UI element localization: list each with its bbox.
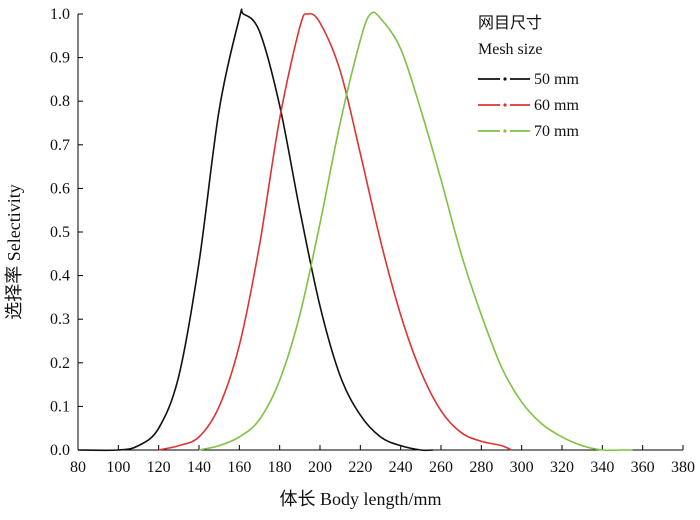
legend-marker xyxy=(503,103,507,107)
x-axis-title: 体长 Body length/mm xyxy=(280,489,442,509)
y-tick-label: 0.3 xyxy=(50,311,70,328)
x-tick-label: 380 xyxy=(671,459,695,476)
legend-title-en: Mesh size xyxy=(478,41,542,58)
x-tick-label: 260 xyxy=(429,459,453,476)
legend-label: 70 mm xyxy=(534,123,579,140)
y-tick-label: 0.6 xyxy=(50,180,70,197)
x-tick-label: 240 xyxy=(389,459,413,476)
y-tick-label: 0.7 xyxy=(50,137,70,154)
series-line-60-mm xyxy=(158,12,512,451)
legend-item: 70 mm xyxy=(478,123,579,140)
legend-item: 50 mm xyxy=(478,71,579,88)
x-tick-label: 80 xyxy=(70,459,86,476)
x-tick-label: 360 xyxy=(631,459,655,476)
x-tick-label: 340 xyxy=(590,459,614,476)
x-tick-label: 160 xyxy=(227,459,251,476)
y-tick-label: 0.9 xyxy=(50,50,70,67)
x-tick-label: 300 xyxy=(510,459,534,476)
x-tick-label: 120 xyxy=(147,459,171,476)
x-tick-label: 200 xyxy=(308,459,332,476)
x-tick-label: 140 xyxy=(187,459,211,476)
y-axis-title: 选择率 Selectivity xyxy=(4,184,24,319)
legend-label: 50 mm xyxy=(534,71,579,88)
legend-title-cn: 网目尺寸 xyxy=(478,14,542,32)
y-tick-label: 0.1 xyxy=(50,398,70,415)
x-tick-label: 280 xyxy=(469,459,493,476)
x-tick-label: 220 xyxy=(348,459,372,476)
y-tick-label: 0.4 xyxy=(50,268,70,285)
legend-marker xyxy=(503,77,507,81)
y-tick-label: 0.8 xyxy=(50,93,70,110)
y-tick-label: 0.2 xyxy=(50,355,70,372)
y-tick-label: 0.5 xyxy=(50,224,70,241)
legend-item: 60 mm xyxy=(478,97,579,114)
x-tick-label: 100 xyxy=(106,459,130,476)
y-tick-label: 0.0 xyxy=(50,442,70,459)
legend-marker xyxy=(503,129,507,133)
series-line-70-mm xyxy=(198,11,633,452)
legend-label: 60 mm xyxy=(534,97,579,114)
y-tick-label: 1.0 xyxy=(50,6,70,23)
series-line-50-mm xyxy=(77,8,433,452)
x-tick-label: 180 xyxy=(268,459,292,476)
x-tick-label: 320 xyxy=(550,459,574,476)
